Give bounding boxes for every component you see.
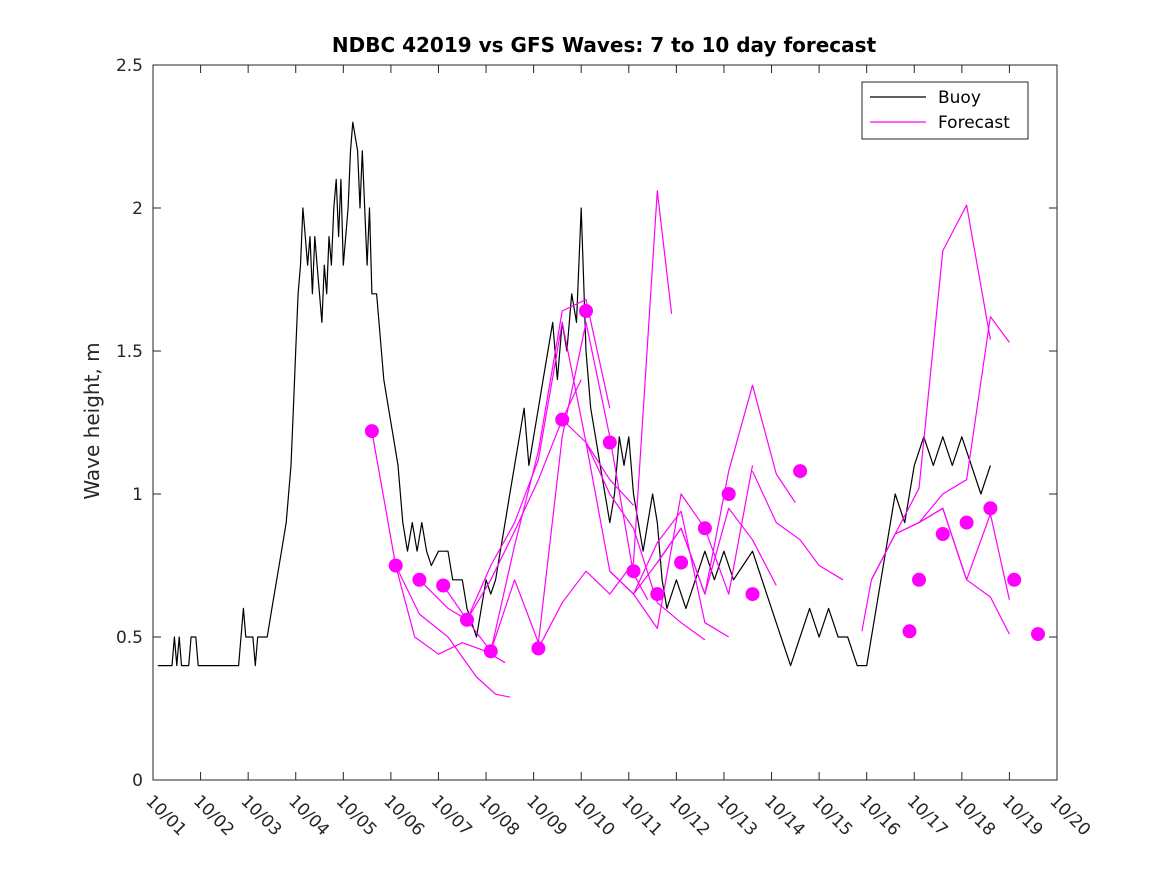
legend-label: Buoy <box>938 88 981 108</box>
legend-box <box>861 81 1029 140</box>
forecast-start-marker <box>745 587 760 602</box>
y-axis-label: Wave height, m <box>80 342 104 499</box>
forecast-start-marker <box>1007 572 1022 587</box>
forecast-start-marker <box>721 487 736 501</box>
forecast-start-marker <box>531 641 546 656</box>
forecast-start-marker <box>650 587 665 602</box>
forecast-series-line <box>918 507 1010 600</box>
axes-box <box>152 64 1058 781</box>
buoy-series-line <box>157 121 991 667</box>
forecast-start-marker <box>483 644 498 659</box>
forecast-series-line <box>751 470 844 581</box>
legend: Buoy Forecast <box>861 81 1029 140</box>
forecast-start-marker <box>697 521 712 536</box>
forecast-start-marker <box>602 435 617 450</box>
forecast-start-marker <box>436 578 451 593</box>
forecast-start-marker <box>555 412 570 427</box>
forecast-series-line <box>442 321 634 621</box>
forecast-series-line <box>395 565 510 698</box>
forecast-series-line <box>656 384 796 595</box>
forecast-series-line <box>537 190 673 649</box>
forecast-series-line <box>418 379 582 621</box>
forecast-start-marker <box>412 572 427 587</box>
y-tick-label: 2.5 <box>116 56 143 76</box>
forecast-start-marker <box>935 527 950 541</box>
legend-label: Forecast <box>938 113 1010 133</box>
y-tick-label: 1.5 <box>116 342 143 362</box>
forecast-start-marker <box>579 304 593 318</box>
y-tick-label: 1 <box>132 485 143 505</box>
forecast-start-marker <box>674 555 689 570</box>
y-tick-label: 2 <box>132 199 143 219</box>
y-tick-label: 0 <box>132 771 143 791</box>
y-tick-label: 0.5 <box>116 628 143 648</box>
forecast-start-marker <box>902 624 917 639</box>
forecast-series-line <box>490 321 649 652</box>
forecast-start-marker <box>793 464 808 479</box>
forecast-start-marker <box>983 501 998 516</box>
forecast-start-marker <box>912 572 926 587</box>
forecast-start-marker <box>388 558 403 573</box>
forecast-start-marker <box>1031 627 1045 642</box>
forecast-start-marker <box>364 424 379 439</box>
chart-title: NDBC 42019 vs GFS Waves: 7 to 10 day for… <box>332 33 877 57</box>
forecast-start-marker <box>959 515 974 530</box>
forecast-start-marker <box>626 564 641 579</box>
forecast-start-marker <box>460 612 474 627</box>
